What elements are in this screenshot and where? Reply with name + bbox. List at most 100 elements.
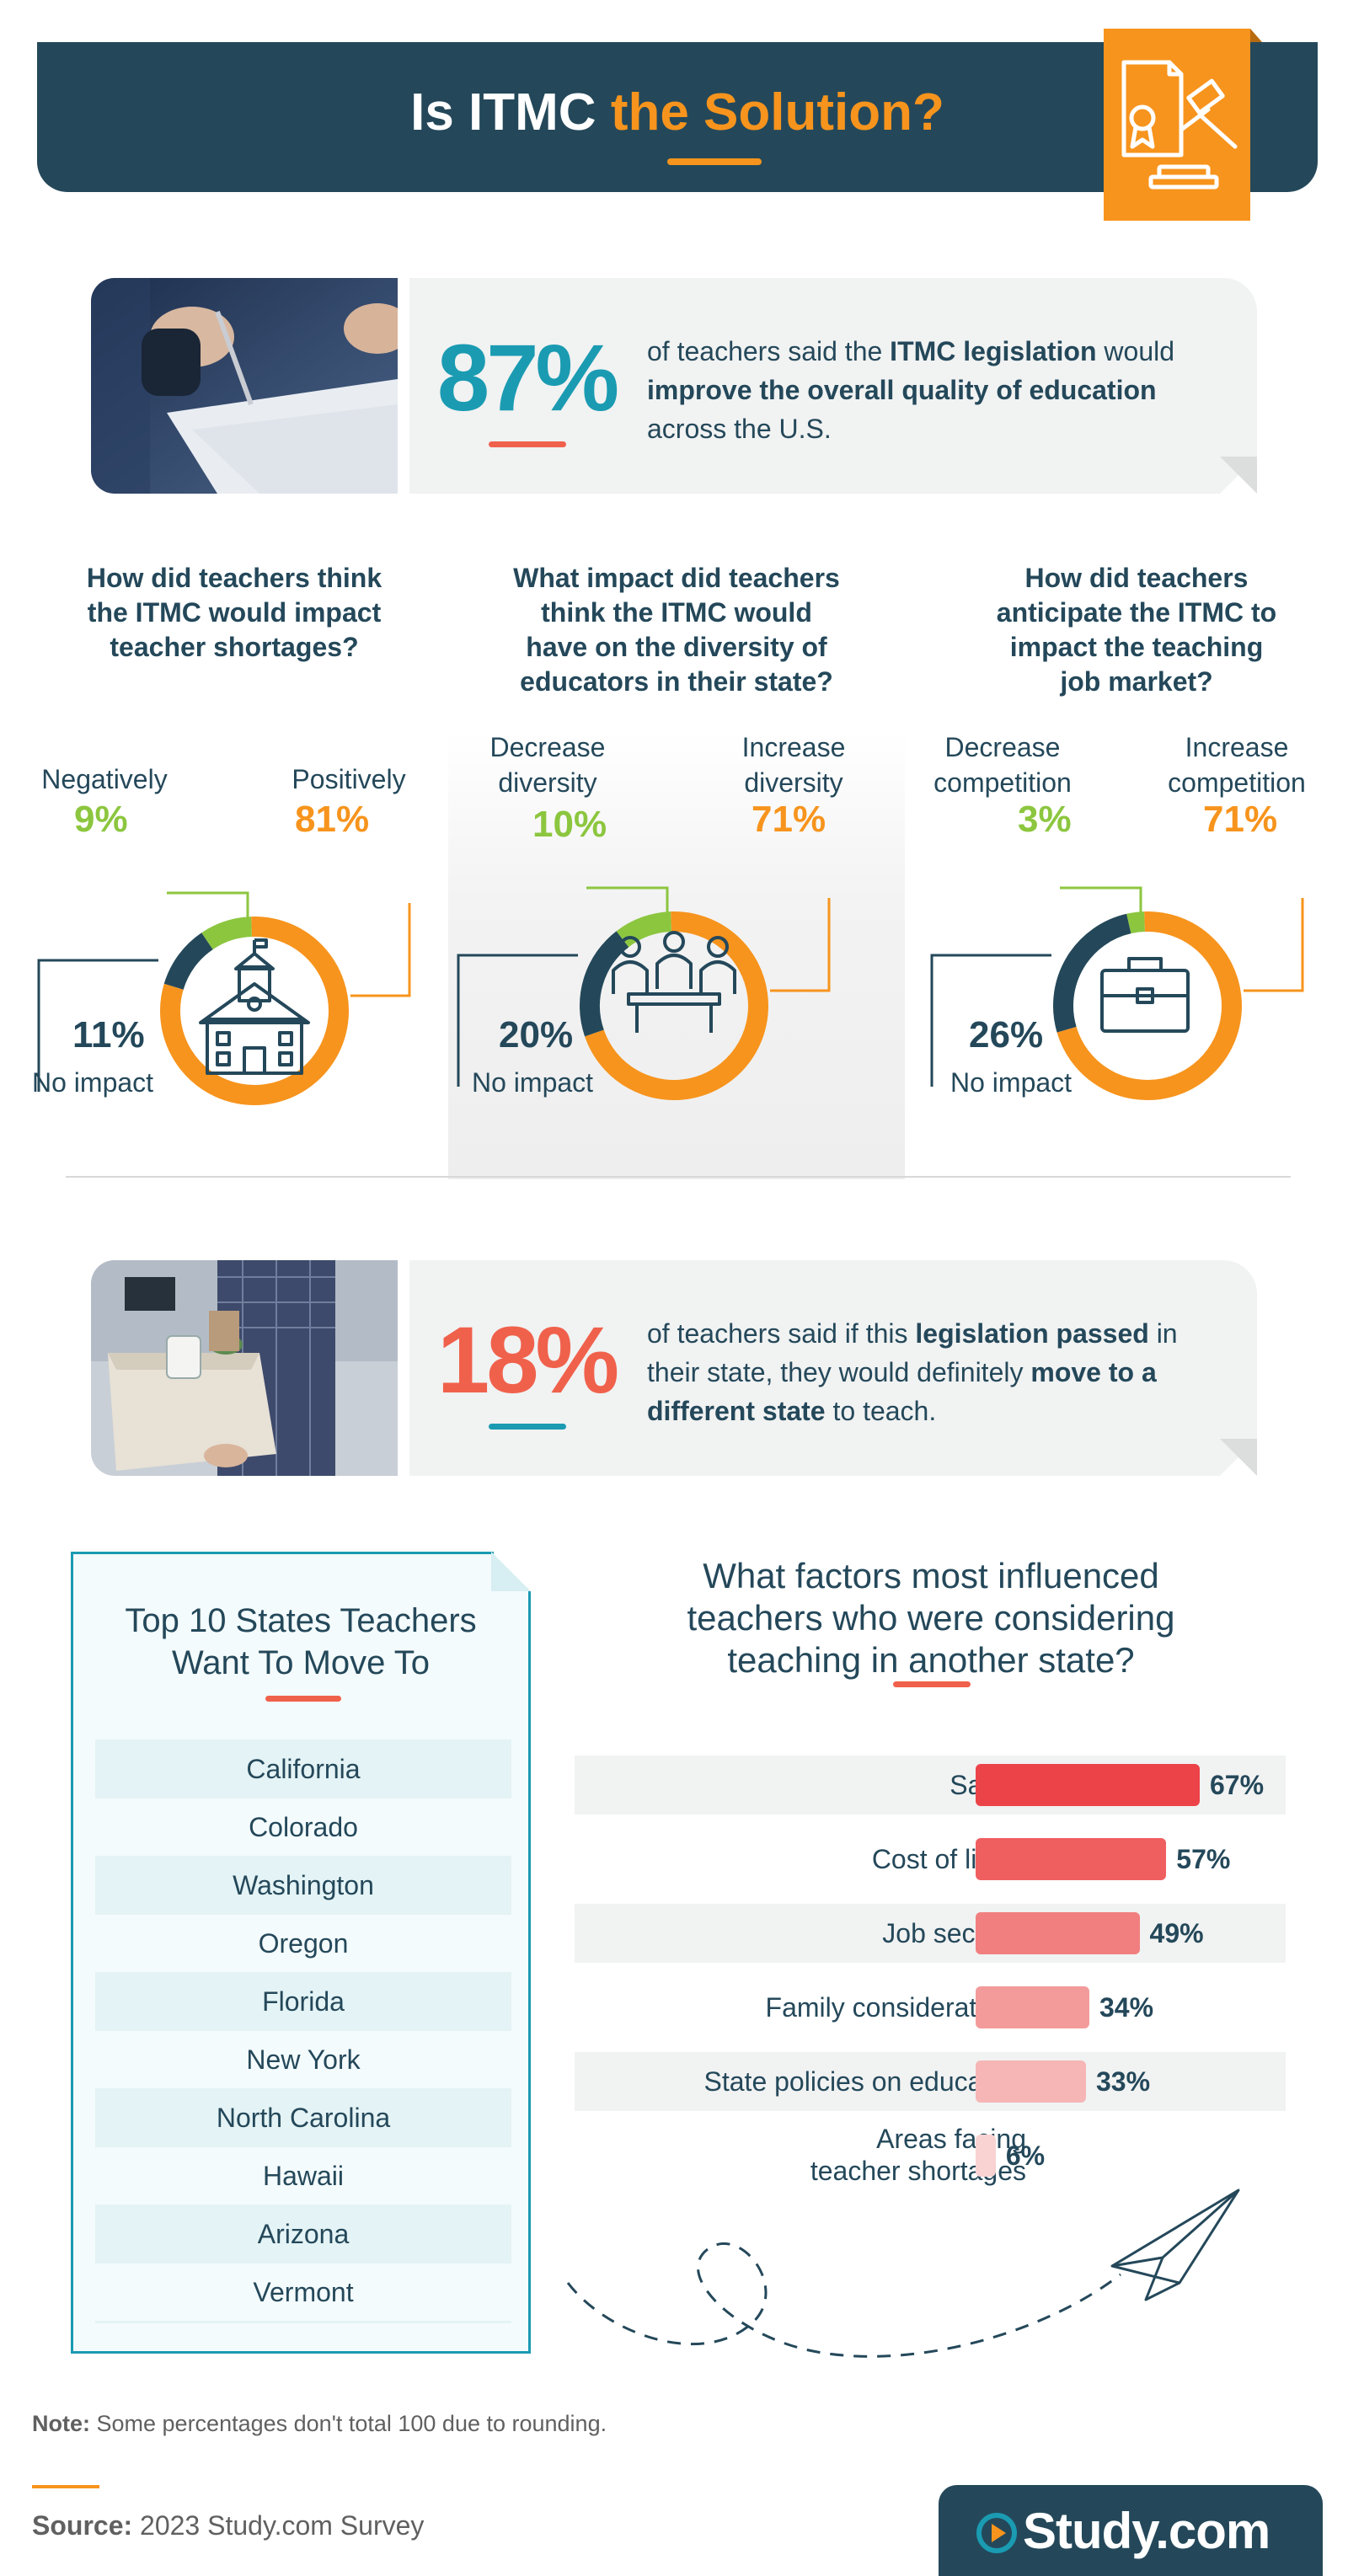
factor-row: State policies on education 33% xyxy=(575,2052,1286,2111)
state-item: Washington xyxy=(95,1856,511,1915)
donut-question: How did teachers anticipate the ITMC to im… xyxy=(996,563,1277,697)
leader-positive xyxy=(1244,898,1304,992)
label-no-impact: No impact xyxy=(950,1067,1073,1098)
factor-bar xyxy=(976,1838,1167,1880)
state-item: Florida xyxy=(95,1972,511,2031)
top-states-card: Top 10 States Teachers Want To Move To Ca… xyxy=(71,1552,531,2354)
factor-row: Cost of living 57% xyxy=(575,1830,1286,1889)
stat-underline xyxy=(489,1424,566,1430)
play-circle-icon xyxy=(976,2513,1017,2553)
donut-diversity: What impact did teachers think the ITMC w… xyxy=(448,556,905,1179)
study-com-logo[interactable]: Study.com xyxy=(939,2485,1323,2576)
state-item: Hawaii xyxy=(262,2161,345,2191)
label-negative: Negatively xyxy=(41,764,168,794)
moving-box-photo xyxy=(91,1260,398,1476)
arc-negative xyxy=(1126,911,1146,934)
arc-no-impact xyxy=(580,931,629,1037)
label-no-impact: No impact xyxy=(472,1067,594,1098)
arc-negative xyxy=(616,911,672,948)
label-positive: Increase diversity xyxy=(741,732,846,798)
donut-chart xyxy=(930,886,1304,1100)
state-item: Colorado xyxy=(249,1812,358,1842)
factor-row: Job security 49% xyxy=(575,1904,1286,1963)
leader-negative xyxy=(167,891,249,918)
donut-shortages: How did teachers think the ITMC would imp… xyxy=(15,556,453,1179)
card-fold-tri xyxy=(491,1552,531,1591)
factor-value: 33% xyxy=(1096,2066,1151,2097)
label-negative: Decrease competition xyxy=(933,732,1072,798)
label-positive: Increase competition xyxy=(1168,732,1306,798)
factor-value: 49% xyxy=(1149,1918,1204,1948)
stat-number: 18% xyxy=(436,1307,619,1413)
factor-row: Family considerations 34% xyxy=(575,1978,1286,2037)
value-positive: 71% xyxy=(752,799,826,840)
page-title: Is ITMC the Solution? xyxy=(410,83,944,142)
value-no-impact: 20% xyxy=(499,1014,574,1056)
leader-negative xyxy=(586,886,669,913)
arc-positive xyxy=(160,917,349,1105)
value-positive: 71% xyxy=(1203,799,1278,840)
educators-group-icon xyxy=(612,931,736,1033)
source-citation: Source: 2023 Study.com Survey xyxy=(32,2510,425,2541)
factor-label: Family considerations xyxy=(765,1992,1026,2023)
state-item: New York xyxy=(246,2044,361,2075)
stat-number: 87% xyxy=(436,325,619,430)
donut-question: How did teachers think the ITMC would imp… xyxy=(86,563,382,662)
state-item: Arizona xyxy=(95,2205,511,2263)
footer-accent-line xyxy=(32,2485,99,2488)
factor-bar xyxy=(976,2060,1086,2103)
school-building-icon xyxy=(199,938,310,1075)
leader-no-impact xyxy=(930,954,1051,1087)
paper-plane-icon xyxy=(566,2189,1240,2358)
states-list-end xyxy=(95,2321,511,2323)
state-item: Vermont xyxy=(253,2277,354,2307)
donut-question: What impact did teachers think the ITMC w… xyxy=(513,563,840,697)
factor-label: Salary xyxy=(588,1756,1026,1814)
donut-chart xyxy=(37,891,411,1105)
value-negative: 9% xyxy=(74,799,128,840)
factor-value: 34% xyxy=(1099,1992,1154,2023)
value-no-impact: 11% xyxy=(72,1014,145,1056)
factors-underline xyxy=(893,1681,971,1687)
states-underline xyxy=(265,1696,341,1702)
footnote: Note: Some percentages don't total 100 d… xyxy=(32,2411,607,2436)
value-negative: 3% xyxy=(1018,799,1072,840)
donut-job-market: How did teachers anticipate the ITMC to im… xyxy=(925,556,1348,1179)
factor-row: Salary 67% xyxy=(575,1756,1286,1814)
factor-label: Job security xyxy=(882,1918,1026,1948)
value-no-impact: 26% xyxy=(969,1014,1044,1056)
leader-no-impact xyxy=(37,959,158,1092)
leader-no-impact xyxy=(457,954,578,1087)
label-positive: Positively xyxy=(292,764,406,794)
value-negative: 10% xyxy=(532,804,607,845)
corner-fold-shadow xyxy=(1220,1439,1257,1476)
gavel-certificate-icon xyxy=(1104,29,1250,221)
factor-value: 67% xyxy=(1210,1770,1265,1800)
stat-card-move: 18% of teachers said if this legislation… xyxy=(91,1260,1257,1476)
stat-panel: 87% of teachers said the ITMC legislatio… xyxy=(409,278,1257,494)
section-divider xyxy=(66,1176,1291,1178)
corner-fold-shadow xyxy=(1220,457,1257,494)
factor-label: State policies on education xyxy=(703,2066,1026,2097)
factor-bar xyxy=(976,1912,1140,1954)
factor-label: Cost of living xyxy=(871,1844,1026,1874)
briefcase-icon xyxy=(1100,957,1190,1033)
donut-chart xyxy=(457,886,831,1100)
factors-title: What factors most influenced teachers who… xyxy=(687,1556,1175,1680)
value-positive: 81% xyxy=(295,799,370,840)
stat-underline xyxy=(489,441,566,447)
logo-text: Study.com xyxy=(1023,2503,1270,2559)
stat-panel: 18% of teachers said if this legislation… xyxy=(409,1260,1257,1476)
states-title: Top 10 States Teachers Want To Move To xyxy=(125,1602,477,1681)
arc-no-impact xyxy=(163,933,214,991)
factor-value: 57% xyxy=(1176,1844,1231,1874)
factor-bar xyxy=(976,1986,1089,2028)
title-underline xyxy=(667,158,762,165)
state-item: California xyxy=(95,1740,511,1798)
arc-positive xyxy=(1056,911,1242,1100)
leader-positive xyxy=(770,898,831,992)
arc-negative xyxy=(201,917,253,950)
label-no-impact: No impact xyxy=(32,1067,154,1098)
state-item: North Carolina xyxy=(95,2088,511,2147)
stat-card-quality: 87% of teachers said the ITMC legislatio… xyxy=(91,278,1257,494)
